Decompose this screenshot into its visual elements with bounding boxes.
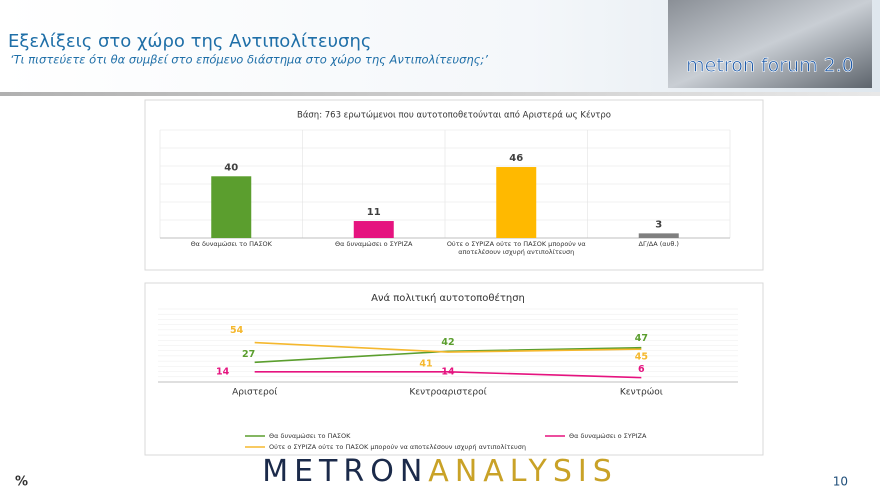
data-label: 6 [638,364,645,375]
brand-b: ANALYSIS [428,454,617,489]
data-label: 11 [367,207,381,218]
x-tick-label-text: ΔΓ/ΔΑ (αυθ.) [638,240,679,248]
x-tick-label: Αριστεροί [232,388,277,398]
x-tick-label-text: Θα δυναμώσει ο ΣΥΡΙΖΑ [335,240,413,248]
bar [638,233,679,238]
brand: METRONANALYSIS [262,454,618,489]
bar [353,221,394,238]
data-label: 46 [509,153,523,164]
data-label: 42 [441,337,454,348]
bar [211,176,252,238]
data-label: 14 [441,366,455,377]
x-tick-label: Θα δυναμώσει ο ΣΥΡΙΖΑ [335,240,413,248]
line-chart-frame [144,282,764,456]
logo-image [668,0,872,88]
series-line [254,370,642,379]
chart-title: Ανά πολιτική αυτοτοποθέτηση [371,292,525,304]
subtitle: ‘Τι πιστεύετε ότι θα συμβεί στο επόμενο … [10,53,488,67]
series-line [254,341,642,353]
data-label: 40 [224,162,238,173]
chart-title: Βάση: 763 ερωτώμενοι που αυτοτοποθετούντ… [297,110,611,121]
data-label: 41 [419,359,432,370]
unit-label: % [15,475,28,490]
logo-text: metron forum 2.0 [686,55,854,77]
bar [496,167,537,238]
legend-label: Θα δυναμώσει το ΠΑΣΟΚ [269,432,351,440]
data-label: 47 [635,333,648,344]
x-tick-label-text: Θα δυναμώσει το ΠΑΣΟΚ [190,240,272,248]
separator [0,92,880,96]
page-number: 10 [833,475,848,489]
x-tick-label: Ούτε ο ΣΥΡΙΖΑ ούτε το ΠΑΣΟΚ μπορούν να α… [446,240,586,256]
data-label: 27 [242,349,255,360]
x-tick-label: Θα δυναμώσει το ΠΑΣΟΚ [190,240,272,248]
data-label: 14 [216,366,230,377]
legend-label: Ούτε ο ΣΥΡΙΖΑ ούτε το ΠΑΣΟΚ μπορούν να α… [269,443,526,451]
x-tick-label: Κεντρώοι [620,387,663,398]
x-tick-label: ΔΓ/ΔΑ (αυθ.) [638,240,679,248]
x-tick-label-text: Ούτε ο ΣΥΡΙΖΑ ούτε το ΠΑΣΟΚ μπορούν να α… [446,240,586,256]
x-tick-label: Κεντροαριστεροί [409,388,486,398]
title: Εξελίξεις στο χώρο της Αντιπολίτευσης [8,31,371,52]
data-label: 45 [635,352,648,363]
brand-a: METRON [262,454,428,489]
legend-label: Θα δυναμώσει ο ΣΥΡΙΖΑ [569,432,647,440]
data-label: 3 [655,219,662,230]
data-label: 54 [230,325,244,336]
